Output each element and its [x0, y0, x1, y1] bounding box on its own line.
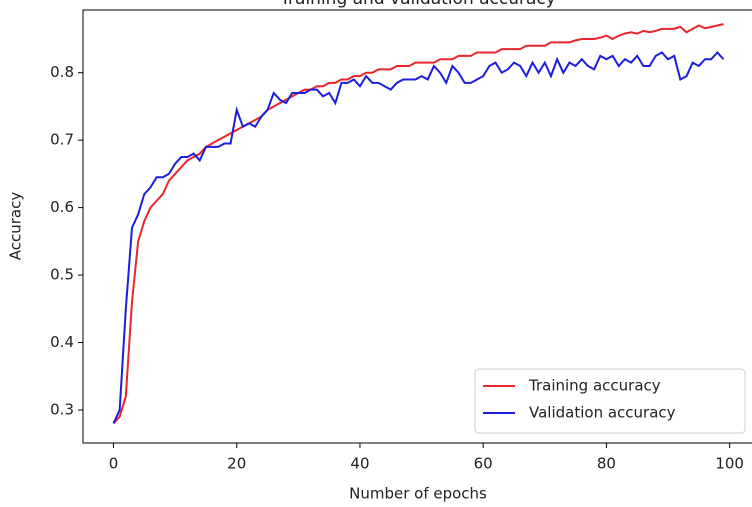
y-tick-label: 0.4	[50, 333, 74, 351]
x-tick-label: 20	[227, 455, 246, 473]
x-tick-label: 100	[715, 455, 744, 473]
x-tick-label: 80	[597, 455, 616, 473]
x-tick-label: 40	[350, 455, 369, 473]
x-axis-label: Number of epochs	[349, 485, 487, 503]
y-tick-label: 0.5	[50, 266, 74, 284]
legend-label: Training accuracy	[528, 377, 661, 395]
chart-title: Training and validation accuracy	[279, 0, 556, 9]
x-tick-label: 60	[474, 455, 493, 473]
data-line	[112, 51, 725, 424]
y-tick-label: 0.6	[50, 198, 74, 216]
plot-frame	[82, 9, 752, 444]
y-axis-label: Accuracy	[7, 192, 25, 261]
x-tick-label: 0	[109, 455, 119, 473]
data-line	[112, 23, 724, 425]
y-tick-label: 0.7	[50, 131, 74, 149]
y-tick-label: 0.8	[50, 63, 74, 81]
legend-label: Validation accuracy	[529, 404, 676, 422]
legend-box	[474, 368, 746, 434]
y-tick-label: 0.3	[50, 400, 74, 418]
